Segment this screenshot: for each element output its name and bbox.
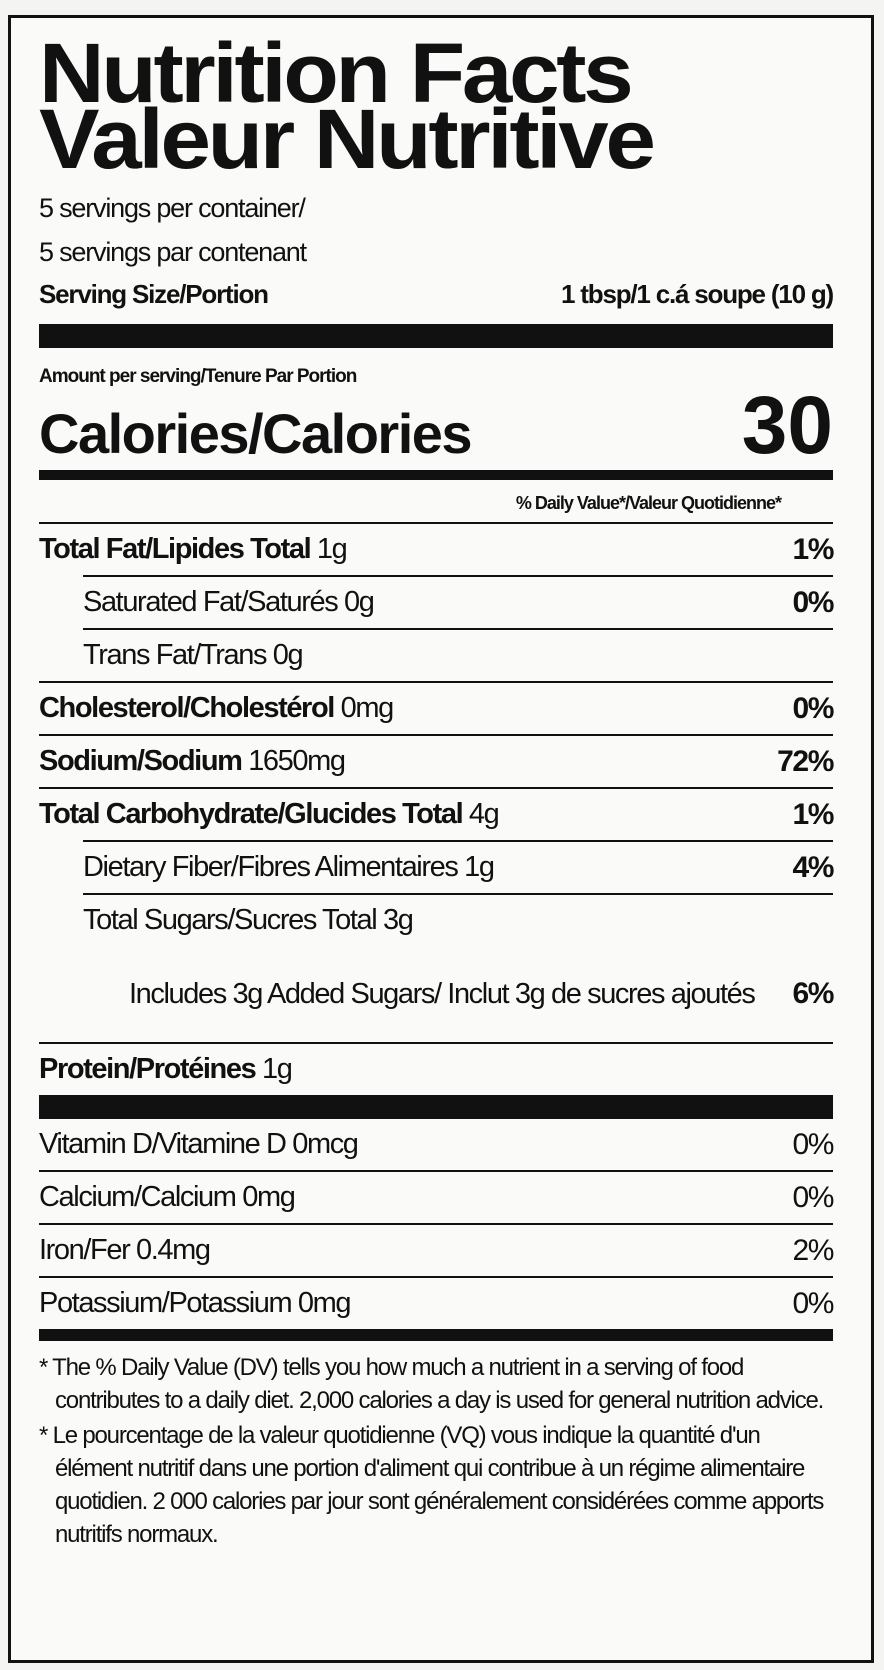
nutrient-row: Sodium/Sodium 1650mg 72% [39,734,834,787]
vitamin-row: Vitamin D/Vitamine D 0mcg 0% [39,1119,834,1170]
nutrient-row: Total Sugars/Sucres Total 3g [83,893,833,946]
nutrient-amount: 1g [262,1053,293,1085]
footnote-fr: * Le pourcentage de la valeur quotidienn… [39,1422,824,1548]
vitamin-row: Calcium/Calcium 0mg 0% [39,1170,834,1223]
nutrient-daily-value: 1% [792,797,834,831]
nutrition-facts-label: Nutrition Facts Valeur Nutritive 5 servi… [8,15,874,1663]
footnotes: * The % Daily Value (DV) tells you how m… [39,1351,833,1551]
nutrient-name: Total Fat/Lipides Total [39,533,312,565]
divider-medium [39,470,833,480]
nutrient-label: Sodium/Sodium 1650mg [39,745,346,778]
nutrient-label: Trans Fat/Trans 0g [83,639,304,672]
vitamin-amount: 0.4mg [136,1234,211,1266]
amount-per-serving: Amount per serving/Tenure Par Portion [39,366,357,387]
nutrient-amount: 1650mg [248,745,346,777]
calories-row: Calories/Calories 30 [39,380,833,471]
vitamin-name: Vitamin D/Vitamine D [39,1128,287,1160]
nutrient-name: Total Sugars/Sucres Total [83,904,378,936]
nutrient-label: Total Carbohydrate/Glucides Total 4g [39,798,500,831]
vitamin-daily-value: 0% [792,1286,834,1320]
nutrient-daily-value: 4% [792,850,834,884]
vitamin-daily-value: 0% [792,1127,834,1161]
nutrient-row: Cholesterol/Cholestérol 0mg 0% [39,681,834,734]
vitamin-row: Iron/Fer 0.4mg 2% [39,1223,834,1276]
vitamin-amount: 0mg [242,1181,296,1213]
nutrient-amount: 1g [316,533,348,565]
nutrient-label: Cholesterol/Cholestérol 0mg [39,692,395,725]
nutrient-row: Dietary Fiber/Fibres Alimentaires 1g 4% [83,840,834,893]
vitamin-row: Potassium/Potassium 0mg 0% [39,1276,834,1329]
nutrient-name: Trans Fat/Trans [83,639,268,671]
nutrient-amount: 3g [382,904,414,936]
nutrient-label: Total Sugars/Sucres Total 3g [83,904,414,937]
nutrient-label: Saturated Fat/Saturés 0g [83,586,375,619]
nutrient-row: Saturated Fat/Saturés 0g 0% [83,575,834,628]
vitamin-label: Calcium/Calcium 0mg [39,1181,296,1214]
nutrient-name: Sodium/Sodium [39,745,243,777]
nutrient-label: Total Fat/Lipides Total 1g [39,533,348,566]
serving-size-row: Serving Size/Portion 1 tbsp/1 c.á soupe … [39,274,834,314]
vitamin-label: Iron/Fer 0.4mg [39,1234,211,1267]
nutrient-amount: 0g [272,639,304,671]
nutrient-amount: 1g [464,851,495,883]
calories-label: Calories/Calories [39,402,473,465]
vitamin-daily-value: 2% [792,1233,834,1267]
vitamin-amount: 0mcg [292,1128,359,1160]
calories-value: 30 [741,380,833,471]
nutrient-amount: 4g [468,798,500,830]
vitamin-label: Potassium/Potassium 0mg [39,1287,352,1320]
title-en: Nutrition Facts [39,26,634,120]
nutrient-daily-value: 72% [777,744,834,778]
nutrient-name: Saturated Fat/Saturés [83,586,339,618]
vitamin-label: Vitamin D/Vitamine D 0mcg [39,1128,359,1161]
serving-size-value: 1 tbsp/1 c.á soupe (10 g) [561,279,834,309]
nutrient-label: Includes 3g Added Sugars/ Inclut 3g de s… [129,971,756,1017]
vitamin-name: Calcium/Calcium [39,1181,237,1213]
divider-thick [39,324,833,348]
footnote-en: * The % Daily Value (DV) tells you how m… [39,1354,824,1414]
nutrient-name: Dietary Fiber/Fibres Alimentaires [83,851,459,883]
nutrient-label: Dietary Fiber/Fibres Alimentaires 1g [83,851,495,884]
nutrient-list: Total Fat/Lipides Total 1g 1% Saturated Fa… [39,522,834,1095]
nutrient-row: Protein/Protéines 1g [39,1042,833,1095]
nutrient-daily-value: 1% [792,532,834,566]
nutrient-row: Trans Fat/Trans 0g [83,628,833,681]
nutrient-amount: 0g [344,586,375,618]
nutrient-name: Cholesterol/Cholestérol [39,692,335,724]
servings-en: 5 servings per container/ [39,193,306,223]
nutrient-amount: 0mg [340,692,395,724]
nutrient-daily-value: 0% [792,691,834,725]
vitamin-name: Potassium/Potassium [39,1287,293,1319]
vitamin-daily-value: 0% [792,1180,834,1214]
nutrient-row: Total Fat/Lipides Total 1g 1% [39,522,834,575]
nutrient-daily-value: 0% [792,585,834,619]
vitamin-list: Vitamin D/Vitamine D 0mcg 0% Calcium/Calci… [39,1119,834,1329]
title-fr: Valeur Nutritive [39,92,656,186]
nutrient-name: Total Carbohydrate/Glucides Total [39,798,464,830]
vitamin-name: Iron/Fer [39,1234,131,1266]
servings-fr: 5 servings par contenant [39,237,307,267]
nutrient-label: Protein/Protéines 1g [39,1053,293,1086]
nutrient-daily-value: 6% [792,977,834,1010]
daily-value-header: % Daily Value*/Valeur Quotidienne* [515,493,782,513]
nutrient-name: Protein/Protéines [39,1053,257,1085]
divider-medium [39,1329,833,1341]
nutrient-name: Includes 3g Added Sugars/ Inclut 3g de s… [129,978,756,1010]
divider-thick [39,1095,833,1119]
serving-size-label: Serving Size/Portion [39,279,269,309]
nutrient-row: Includes 3g Added Sugars/ Inclut 3g de s… [129,946,834,1042]
vitamin-amount: 0mg [297,1287,352,1319]
nutrient-row: Total Carbohydrate/Glucides Total 4g 1% [39,787,834,840]
